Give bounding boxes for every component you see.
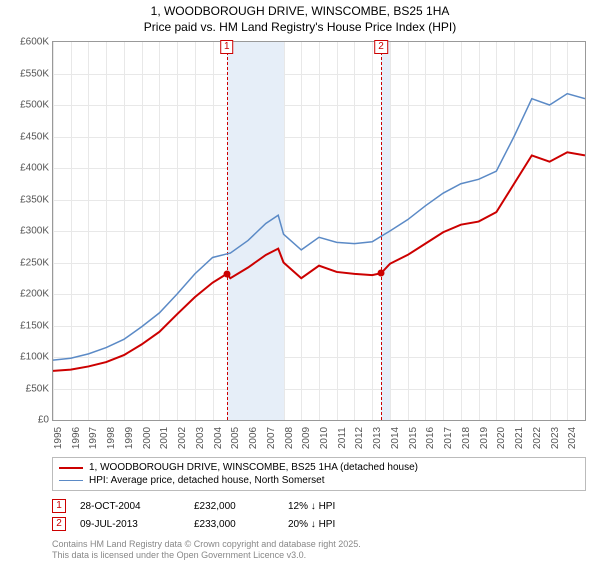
x-tick-label: 2012 [354,427,365,449]
x-tick-label: 2011 [337,427,348,449]
x-tick-label: 2016 [425,427,436,449]
sale-row-diff: 20% ↓ HPI [288,519,368,530]
x-tick-label: 2022 [532,427,543,449]
sale-row: 1 28-OCT-2004 £232,000 12% ↓ HPI [52,497,586,515]
y-tick-label: £400K [20,163,53,174]
sale-dot [223,271,230,278]
x-tick-label: 2008 [284,427,295,449]
x-tick-label: 2002 [177,427,188,449]
legend-row: HPI: Average price, detached house, Nort… [59,474,579,487]
y-tick-label: £50K [26,383,53,394]
sale-row-price: £233,000 [194,519,274,530]
legend-label: 1, WOODBOROUGH DRIVE, WINSCOMBE, BS25 1H… [89,462,418,473]
x-tick-label: 1998 [106,427,117,449]
y-tick-label: £300K [20,226,53,237]
x-tick-label: 2014 [390,427,401,449]
x-tick-label: 1995 [53,427,64,449]
x-tick-label: 1997 [88,427,99,449]
sales-table: 1 28-OCT-2004 £232,000 12% ↓ HPI 2 09-JUL-201… [52,497,586,533]
x-tick-label: 2000 [142,427,153,449]
x-tick-label: 2006 [248,427,259,449]
title-line2: Price paid vs. HM Land Registry's House … [4,20,596,36]
y-tick-label: £150K [20,320,53,331]
sale-dot [378,270,385,277]
x-tick-label: 2018 [461,427,472,449]
y-tick-label: £600K [20,37,53,48]
x-tick-label: 2003 [195,427,206,449]
x-tick-label: 1999 [124,427,135,449]
sale-row-price: £232,000 [194,501,274,512]
sale-row: 2 09-JUL-2013 £233,000 20% ↓ HPI [52,515,586,533]
x-tick-label: 2015 [408,427,419,449]
x-tick-label: 2021 [514,427,525,449]
legend-label: HPI: Average price, detached house, Nort… [89,475,325,486]
x-tick-label: 2001 [159,427,170,449]
y-tick-label: £500K [20,100,53,111]
y-tick-label: £100K [20,352,53,363]
sale-row-date: 09-JUL-2013 [80,519,180,530]
x-tick-label: 2013 [372,427,383,449]
title-block: 1, WOODBOROUGH DRIVE, WINSCOMBE, BS25 1H… [4,4,596,35]
y-tick-label: £200K [20,289,53,300]
legend-swatch [59,467,83,469]
legend: 1, WOODBOROUGH DRIVE, WINSCOMBE, BS25 1H… [52,457,586,491]
y-tick-label: £0 [38,415,53,426]
x-tick-label: 2005 [230,427,241,449]
sale-row-tag: 2 [52,517,66,531]
x-tick-label: 2019 [479,427,490,449]
x-tick-label: 2024 [567,427,578,449]
sale-row-date: 28-OCT-2004 [80,501,180,512]
attribution-line1: Contains HM Land Registry data © Crown c… [52,539,586,550]
series-price_paid [53,152,585,371]
plot-surface: £0£50K£100K£150K£200K£250K£300K£350K£400… [53,42,585,420]
x-tick-label: 2017 [443,427,454,449]
series-hpi [53,94,585,360]
series-svg [53,42,585,420]
legend-swatch [59,480,83,482]
y-tick-label: £550K [20,68,53,79]
x-tick-label: 2004 [213,427,224,449]
legend-row: 1, WOODBOROUGH DRIVE, WINSCOMBE, BS25 1H… [59,461,579,474]
title-line1: 1, WOODBOROUGH DRIVE, WINSCOMBE, BS25 1H… [4,4,596,20]
x-tick-label: 2007 [266,427,277,449]
x-tick-label: 2020 [496,427,507,449]
y-tick-label: £250K [20,257,53,268]
sale-row-diff: 12% ↓ HPI [288,501,368,512]
x-tick-label: 2009 [301,427,312,449]
x-tick-label: 2023 [550,427,561,449]
chart-area: £0£50K£100K£150K£200K£250K£300K£350K£400… [52,41,586,421]
x-tick-label: 2010 [319,427,330,449]
x-tick-label: 1996 [71,427,82,449]
chart-container: 1, WOODBOROUGH DRIVE, WINSCOMBE, BS25 1H… [0,0,600,560]
y-tick-label: £450K [20,131,53,142]
y-tick-label: £350K [20,194,53,205]
attribution: Contains HM Land Registry data © Crown c… [52,539,586,561]
attribution-line2: This data is licensed under the Open Gov… [52,550,586,561]
sale-row-tag: 1 [52,499,66,513]
